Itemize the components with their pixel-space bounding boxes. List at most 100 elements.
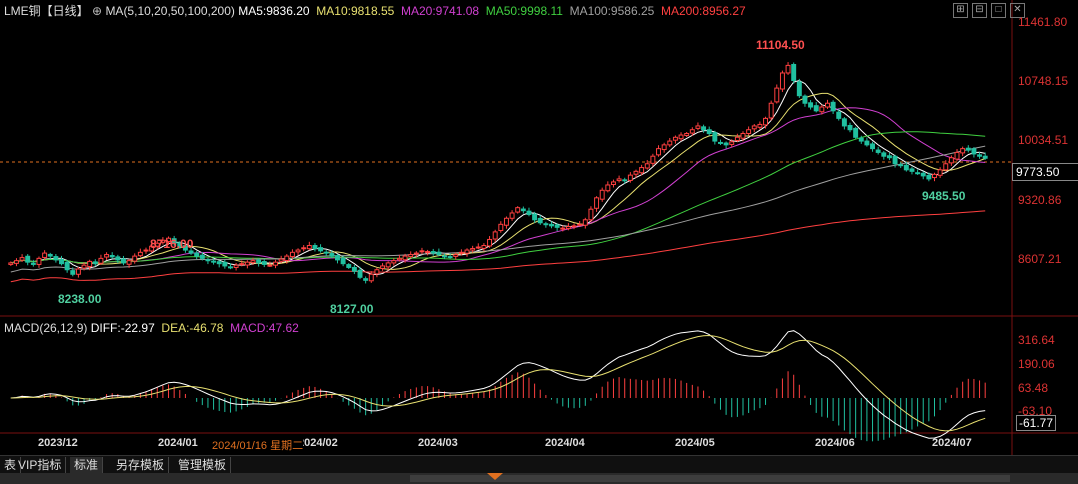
candle-body [239,263,245,266]
candle-body [644,163,650,169]
macd-config[interactable]: MACD(26,12,9) [4,321,88,335]
candle-body [932,173,937,179]
candle-body [886,155,892,159]
candle-body [312,245,318,250]
candlestick-chart[interactable] [0,0,1078,455]
candle-body [436,251,442,256]
candle-body [149,245,155,252]
candle-body [791,63,797,82]
candle-body [261,261,267,265]
candle-body [115,256,121,261]
candle-body [498,223,504,232]
symbol-label: LME铜【日线】 [4,4,89,18]
ma-config-label[interactable]: MA(5,10,20,50,100,200) [105,4,235,18]
candle-body [802,95,808,104]
candle-body [306,245,312,250]
date-label: 2024/05 [675,437,715,449]
candle-body [909,168,915,172]
ma100-line [10,145,986,273]
candle-body [577,223,583,226]
candle-body [549,223,554,227]
candle-body [278,258,284,262]
tab-manage-template[interactable]: 管理模板 [174,457,232,473]
symbol-title: LME铜【日线】 ⊕ MA(5,10,20,50,100,200) MA5:98… [4,2,746,19]
low-label: 8127.00 [330,302,374,316]
date-label: 2024/07 [932,437,972,449]
ma5-value: MA5:9836.20 [238,4,310,18]
chart-scrollbar[interactable] [0,473,1078,484]
candle-body [267,264,273,267]
candle-body [774,87,780,103]
dea-value: DEA:-46.78 [161,321,224,335]
candle-body [779,72,785,90]
candle-body [329,253,335,257]
candle-body [75,268,81,275]
candle-body [205,259,211,262]
candle-body [408,254,414,258]
candle-body [695,125,701,129]
candle-body [515,207,521,213]
candle-body [903,164,909,171]
ma10-value: MA10:9818.55 [316,4,395,18]
candle-body [892,155,898,165]
tab-table[interactable]: 表 [0,457,22,473]
candle-body [870,143,876,150]
candle-body [289,251,295,258]
candle-body [413,252,419,255]
candle-body [971,148,977,155]
diff-value: DIFF:-22.97 [90,321,155,335]
close-icon[interactable]: ✕ [1010,3,1025,18]
candle-body [182,245,188,251]
macd-axis-label: 190.06 [1018,357,1055,371]
settings-icon[interactable]: ⊕ [92,4,103,18]
ma100-value: MA100:9586.25 [569,4,655,18]
candle-body [858,137,864,142]
maximize-icon[interactable]: □ [991,3,1006,18]
settings-icon[interactable]: ⊞ [953,3,968,18]
candle-body [543,223,549,226]
scroll-arrow-icon[interactable] [487,473,503,480]
tab-save-template[interactable]: 另存模板 [112,457,170,473]
candle-body [571,225,577,228]
dea-line [10,334,986,432]
candle-body [830,101,836,112]
macd-axis-label: -63.10 [1018,404,1053,418]
candle-body [520,208,526,212]
date-label: 2024/04 [545,437,585,449]
candle-body [492,231,498,240]
high-label: 11104.50 [756,38,805,52]
price-axis-label: 10034.51 [1018,133,1069,147]
tab-standard[interactable]: 标准 [70,457,104,473]
price-axis-label: 8607.21 [1018,252,1062,266]
tab-vip-indicator[interactable]: VIP指标 [14,457,67,473]
candle-body [656,148,661,156]
candle-body [425,251,431,254]
candle-body [853,127,859,138]
candle-body [132,255,138,262]
candle-body [808,102,814,108]
candle-body [560,227,566,230]
scroll-thumb[interactable] [410,475,1010,482]
candle-body [813,105,819,112]
date-label: 2024/03 [418,437,458,449]
date-label: 2024/01 [158,437,198,449]
candle-body [160,239,166,243]
candle-body [915,172,921,175]
candle-body [712,132,718,142]
candle-body [244,261,250,266]
candle-body [109,255,115,258]
candle-body [565,226,571,230]
restore-icon[interactable]: ⊟ [972,3,987,18]
candle-body [965,147,971,151]
candle-body [126,260,132,265]
candle-body [25,255,31,263]
macd-current-tag: -61.77 [1016,415,1057,431]
candle-body [30,262,36,265]
candle-body [740,133,746,139]
candle-body [154,242,160,247]
macd-title: MACD(26,12,9) DIFF:-22.97 DEA:-46.78 MAC… [4,321,299,335]
candle-body [841,118,847,127]
candle-body [346,264,352,268]
candle-body [177,242,183,248]
candle-body [273,261,278,266]
